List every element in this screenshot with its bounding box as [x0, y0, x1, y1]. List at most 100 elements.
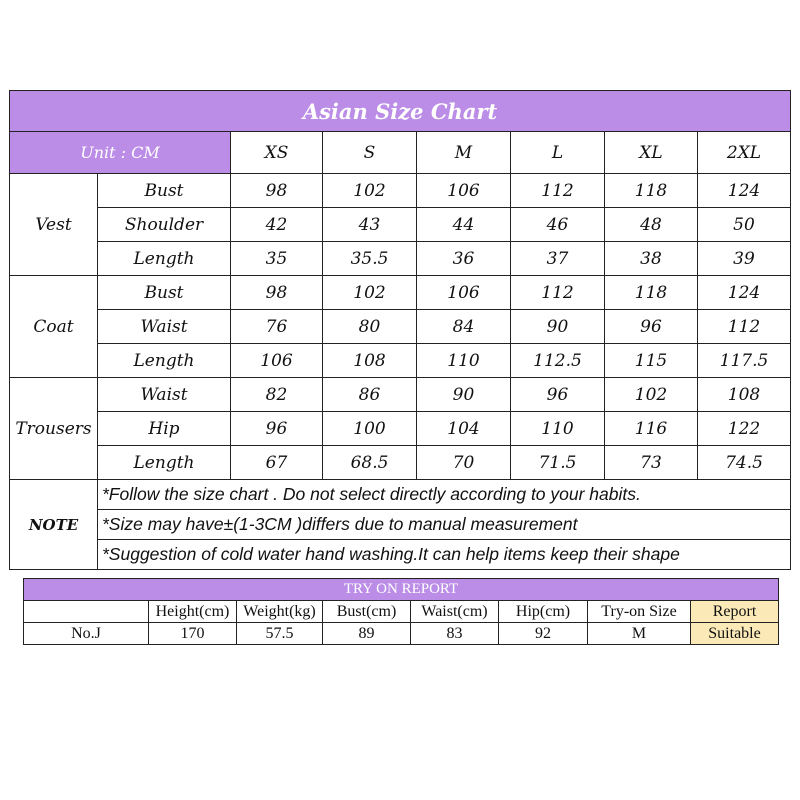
measurement-value: 98	[230, 275, 323, 310]
table-row: Coat Bust 98 102 106 112 118 124	[9, 275, 791, 378]
table-row: Vest Bust 98 102 106 112 118 124	[9, 173, 791, 276]
try-on-header: Waist(cm)	[410, 600, 499, 623]
measurement-value: 38	[604, 241, 698, 276]
table-row: Hip 96 100 104 110 116 122	[10, 411, 791, 446]
garment-label: Vest	[9, 173, 98, 276]
chart-title: Asian Size Chart	[9, 90, 791, 132]
measurement-value: 42	[230, 207, 323, 242]
table-row: Length 67 68.5 70 71.5 73 74.5	[10, 445, 791, 480]
measurement-value: 84	[416, 309, 511, 344]
measurement-value: 35	[230, 241, 323, 276]
measurement-value: 50	[697, 207, 791, 242]
unit-label: Unit : CM	[9, 131, 231, 174]
garment-label: Coat	[9, 275, 98, 378]
size-chart-table: Asian Size Chart Unit : CM XS S M L XL 2XL Ve…	[9, 90, 791, 570]
measurement-value: 82	[230, 377, 323, 412]
try-on-header: Report	[689, 600, 780, 623]
measurement-value: 44	[416, 207, 511, 242]
measurement-value: 112	[510, 173, 605, 208]
try-on-value: M	[587, 622, 691, 645]
measurement-label: Shoulder	[97, 207, 231, 242]
measurement-value: 100	[322, 411, 417, 446]
try-on-value: 57.5	[236, 622, 323, 645]
measurement-value: 70	[416, 445, 511, 480]
measurement-value: 110	[416, 343, 511, 378]
measurement-value: 80	[322, 309, 417, 344]
measurement-value: 96	[510, 377, 605, 412]
measurement-value: 112.5	[510, 343, 605, 378]
size-header: S	[322, 131, 417, 174]
try-on-header: Height(cm)	[148, 600, 237, 623]
measurement-label: Bust	[97, 275, 231, 310]
measurement-value: 124	[697, 173, 791, 208]
try-on-value: No.J	[23, 622, 149, 645]
measurement-value: 118	[604, 173, 698, 208]
measurement-value: 116	[604, 411, 698, 446]
measurement-value: 98	[230, 173, 323, 208]
measurement-label: Bust	[97, 173, 231, 208]
measurement-value: 96	[604, 309, 698, 344]
size-header: M	[416, 131, 511, 174]
measurement-value: 71.5	[510, 445, 605, 480]
measurement-label: Waist	[97, 309, 231, 344]
try-on-value: 92	[498, 622, 588, 645]
try-on-header: Weight(kg)	[236, 600, 323, 623]
try-on-title: TRY ON REPORT	[22, 578, 780, 601]
table-row: Trousers Waist 82 86 90 96 102 108	[9, 377, 791, 480]
try-on-report-table: TRY ON REPORT Height(cm) Weight(kg) Bust(c…	[22, 578, 780, 645]
measurement-value: 115	[604, 343, 698, 378]
measurement-value: 106	[230, 343, 323, 378]
measurement-label: Length	[97, 445, 231, 480]
measurement-value: 104	[416, 411, 511, 446]
measurement-value: 122	[697, 411, 791, 446]
note-line: *Suggestion of cold water hand washing.I…	[97, 539, 791, 570]
measurement-value: 110	[510, 411, 605, 446]
measurement-value: 117.5	[697, 343, 791, 378]
garment-label: Trousers	[9, 377, 98, 480]
table-row: Length 35 35.5 36 37 38 39	[10, 241, 791, 276]
measurement-value: 108	[322, 343, 417, 378]
measurement-value: 112	[697, 309, 791, 344]
measurement-value: 48	[604, 207, 698, 242]
measurement-value: 106	[416, 275, 511, 310]
measurement-value: 35.5	[322, 241, 417, 276]
measurement-value: 86	[322, 377, 417, 412]
try-on-value: 170	[148, 622, 237, 645]
measurement-value: 102	[322, 173, 417, 208]
measurement-value: 102	[604, 377, 698, 412]
measurement-value: 67	[230, 445, 323, 480]
try-on-value: 89	[322, 622, 411, 645]
size-header: XS	[230, 131, 323, 174]
measurement-value: 108	[697, 377, 791, 412]
try-on-header: Try-on Size	[587, 600, 691, 623]
measurement-value: 68.5	[322, 445, 417, 480]
measurement-value: 73	[604, 445, 698, 480]
measurement-value: 102	[322, 275, 417, 310]
table-row: Waist 76 80 84 90 96 112	[10, 309, 791, 344]
measurement-value: 76	[230, 309, 323, 344]
note-line: *Size may have±(1-3CM )differs due to ma…	[97, 509, 791, 540]
measurement-label: Length	[97, 343, 231, 378]
measurement-value: 118	[604, 275, 698, 310]
measurement-value: 37	[510, 241, 605, 276]
measurement-value: 90	[416, 377, 511, 412]
measurement-label: Waist	[97, 377, 231, 412]
measurement-value: 112	[510, 275, 605, 310]
try-on-value: Suitable	[689, 622, 780, 645]
measurement-value: 43	[322, 207, 417, 242]
measurement-value: 90	[510, 309, 605, 344]
measurement-value: 124	[697, 275, 791, 310]
note-label: NOTE	[9, 479, 98, 570]
table-row: Length 106 108 110 112.5 115 117.5	[10, 343, 791, 378]
size-header: L	[510, 131, 605, 174]
measurement-label: Hip	[97, 411, 231, 446]
measurement-value: 36	[416, 241, 511, 276]
try-on-header: Bust(cm)	[322, 600, 411, 623]
table-row: Shoulder 42 43 44 46 48 50	[10, 207, 791, 242]
try-on-header	[23, 600, 149, 623]
try-on-value: 83	[410, 622, 499, 645]
measurement-value: 46	[510, 207, 605, 242]
measurement-value: 96	[230, 411, 323, 446]
measurement-value: 106	[416, 173, 511, 208]
size-header: 2XL	[697, 131, 791, 174]
